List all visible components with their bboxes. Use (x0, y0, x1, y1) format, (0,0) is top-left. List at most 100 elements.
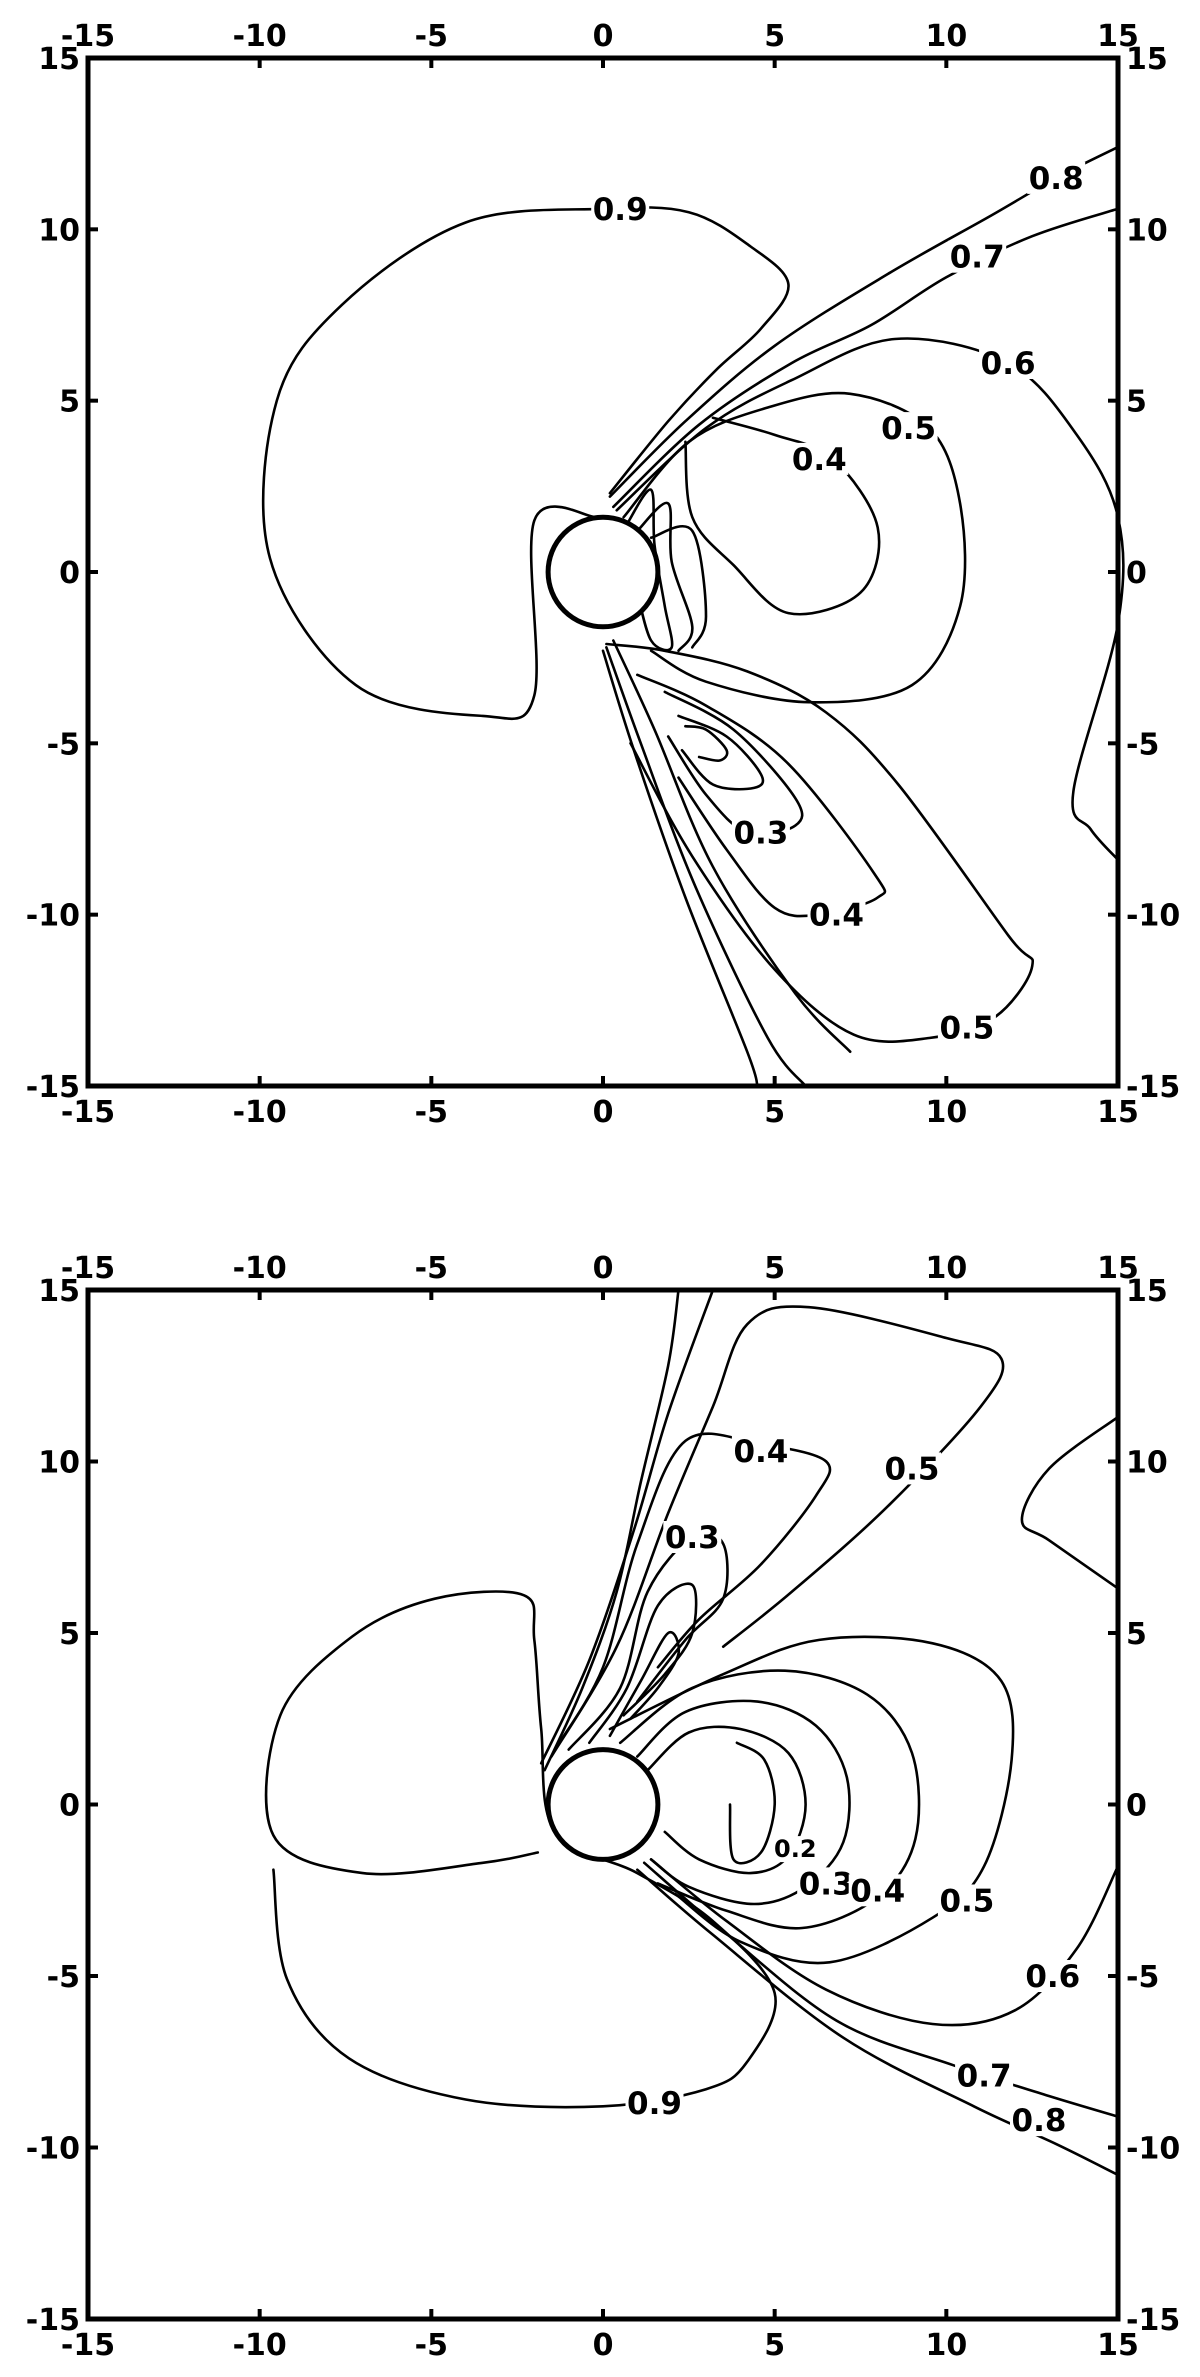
contour-label: 0.7 (957, 2059, 1012, 2095)
contour-label: 0.8 (1029, 161, 1084, 197)
contour-label-background (1010, 2104, 1068, 2137)
contour-label-background (790, 442, 849, 475)
contour-label-background (848, 1874, 907, 1907)
contour-label: 0.6 (1025, 1959, 1080, 1995)
contour-line (264, 1590, 777, 2109)
contour-panel-bottom: 0.4 0.50.30.20.30.4 0.50.60.70.80.9-15-15-… (26, 1251, 1180, 2363)
contour-line (550, 1305, 1005, 1758)
contour-label-background (979, 347, 1038, 379)
y-tick-label-left: -15 (26, 1070, 80, 1105)
contour-line (636, 673, 887, 918)
x-tick-label-bottom: -10 (233, 2328, 287, 2363)
contour-panel-top: 0.90.80.70.60.50.40.30.40.5-15-15-10-10-… (26, 19, 1180, 1130)
y-tick-label-right: 10 (1126, 213, 1168, 248)
y-tick-label-left: -5 (47, 1960, 80, 1995)
contour-label: 0.3 (733, 815, 788, 851)
contour-label: 0.2 (774, 1835, 817, 1863)
y-tick-label-left: -10 (26, 2132, 80, 2167)
contour-line (646, 1725, 807, 1875)
y-tick-label-left: -5 (47, 727, 80, 762)
contour-line (605, 642, 1035, 1043)
contour-line (608, 1630, 681, 1738)
y-tick-label-left: 5 (59, 1617, 80, 1652)
contour-line (615, 337, 1125, 862)
contour-label: 0.9 (627, 2086, 682, 2122)
contour-label-background (879, 412, 938, 445)
contour-line (636, 1699, 851, 1906)
contour-label: 0.7 (950, 240, 1005, 276)
x-tick-label-bottom: -5 (415, 2328, 448, 2363)
y-tick-label-left: 0 (59, 1789, 80, 1824)
x-tick-label-bottom: -5 (415, 1095, 448, 1130)
contour-line (543, 1288, 680, 1772)
x-tick-label-bottom: 10 (925, 2328, 967, 2363)
y-tick-label-left: 15 (38, 42, 80, 77)
contour-label: 0.4 (850, 1873, 905, 1909)
cylinder-body (545, 514, 661, 630)
y-tick-label-right: 0 (1126, 1789, 1147, 1824)
x-tick-label-bottom: -10 (233, 1095, 287, 1130)
y-tick-label-right: -10 (1126, 2132, 1180, 2167)
contour-line (612, 207, 1120, 509)
x-tick-label-top: -5 (415, 19, 448, 54)
contour-line (649, 1858, 1120, 2027)
contour-label-background (625, 2086, 684, 2119)
x-tick-label-bottom: 0 (593, 1095, 614, 1130)
y-tick-label-right: -5 (1126, 1960, 1159, 1995)
x-tick-label-top: 5 (764, 19, 785, 54)
cylinder-body (545, 1747, 661, 1862)
x-tick-label-bottom: 0 (593, 2328, 614, 2363)
contour-label-background (731, 816, 790, 849)
x-tick-label-top: -10 (233, 19, 287, 54)
contour-label: 0.4 (792, 442, 847, 478)
contour-line (1020, 1415, 1120, 1590)
y-tick-label-right: -15 (1126, 1070, 1180, 1105)
y-tick-label-left: -15 (26, 2303, 80, 2338)
x-tick-label-top: 15 (1097, 19, 1139, 54)
x-tick-label-top: 5 (764, 1251, 785, 1286)
contour-label-background (807, 898, 866, 931)
x-tick-label-top: -5 (415, 1251, 448, 1286)
contour-label-background (591, 192, 650, 225)
contour-label-background (663, 1521, 722, 1553)
contour-line (728, 1741, 777, 1865)
y-tick-label-right: 5 (1126, 385, 1147, 420)
contour-line (636, 501, 694, 653)
contour-label: 0.5 (939, 1011, 994, 1047)
contour-label: 0.8 (1012, 2103, 1067, 2139)
contour-label: 0.5 (881, 411, 936, 447)
y-tick-label-right: 5 (1126, 1617, 1147, 1652)
y-tick-label-left: 15 (38, 1274, 80, 1309)
contour-line (539, 1288, 715, 1765)
x-tick-label-bottom: 5 (764, 2328, 785, 2363)
contour-line (625, 488, 674, 652)
contour-line (261, 206, 790, 721)
x-tick-label-top: 10 (925, 19, 967, 54)
contour-line (608, 1635, 1015, 1965)
contour-line (636, 1868, 1120, 2177)
contour-line (642, 1861, 1120, 2118)
contour-line (612, 639, 852, 1053)
contour-line (618, 1669, 921, 1930)
x-tick-label-top: 10 (925, 1251, 967, 1286)
x-tick-label-top: 15 (1097, 1251, 1139, 1286)
contour-line (605, 646, 807, 1088)
contour-line (663, 690, 804, 836)
contour-line (622, 391, 967, 704)
contour-line (677, 714, 765, 791)
contour-line (649, 524, 708, 649)
y-tick-label-left: 5 (59, 385, 80, 420)
contour-line (553, 1432, 832, 1751)
y-tick-label-right: -10 (1126, 899, 1180, 934)
contour-label-background (775, 1836, 816, 1863)
x-tick-label-top: 0 (593, 1251, 614, 1286)
y-tick-label-left: 10 (38, 213, 80, 248)
y-tick-label-right: -5 (1126, 727, 1159, 762)
contour-label: 0.6 (981, 346, 1036, 382)
contour-label-background (1023, 1960, 1082, 1992)
contour-label: 0.9 (593, 192, 648, 228)
contour-label: 0.4 (733, 1434, 788, 1470)
contour-line (684, 724, 729, 762)
contour-label: 0.3 (799, 1866, 854, 1902)
